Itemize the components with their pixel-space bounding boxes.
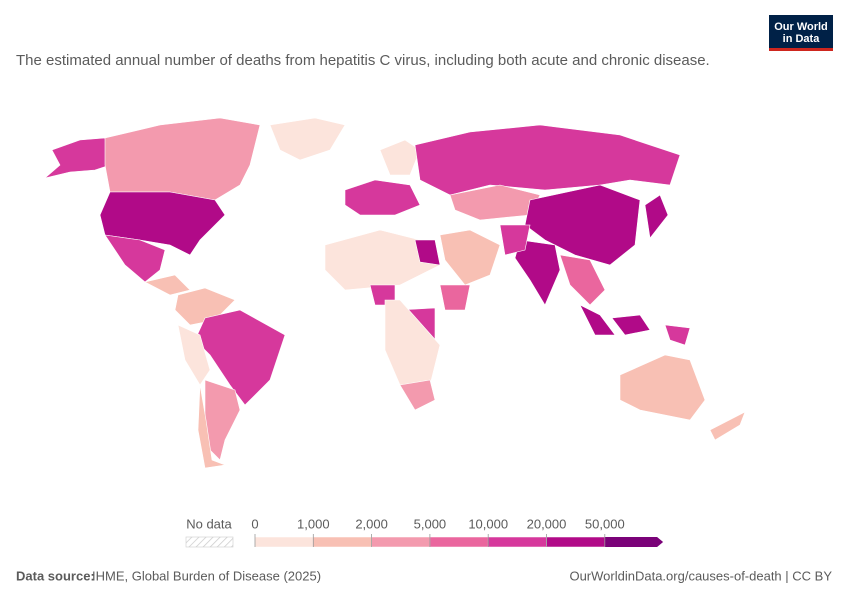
- logo-box: [769, 15, 833, 50]
- country: [44, 137, 111, 179]
- legend-bin: [604, 537, 664, 547]
- logo-bar: [769, 48, 833, 51]
- country: [399, 379, 436, 411]
- legend-tick-label: 2,000: [355, 516, 388, 531]
- country: [104, 117, 261, 201]
- legend: No data 0 1,000 2,000 5,000 10,000 20,000 50,0…: [185, 516, 664, 548]
- legend-tick-label: 1,000: [297, 516, 330, 531]
- map: [44, 117, 746, 469]
- legend-bin: [254, 536, 314, 548]
- no-data-swatch: [185, 536, 234, 548]
- country: [664, 324, 691, 346]
- country: [414, 124, 681, 196]
- legend-bin: [371, 536, 431, 548]
- country: [324, 229, 441, 291]
- logo[interactable]: Our World in Data: [769, 15, 833, 51]
- country: [619, 354, 706, 421]
- country: [579, 304, 616, 336]
- legend-bin: [487, 536, 547, 548]
- legend-bin: [546, 536, 606, 548]
- legend-tick-label: 20,000: [527, 516, 567, 531]
- country: [197, 384, 227, 469]
- country: [344, 179, 421, 216]
- country: [611, 314, 651, 336]
- legend-bin: [429, 536, 489, 548]
- logo-text: Our World: [774, 21, 828, 33]
- country: [524, 184, 641, 266]
- country: [514, 239, 561, 306]
- country: [104, 234, 166, 283]
- country: [177, 324, 211, 386]
- legend-tick-label: 5,000: [414, 516, 447, 531]
- country: [709, 411, 746, 441]
- country: [144, 274, 191, 296]
- legend-tick-label: 10,000: [468, 516, 508, 531]
- country: [644, 194, 669, 239]
- subtitle: The estimated annual number of deaths fr…: [16, 52, 710, 69]
- country: [414, 239, 441, 266]
- country: [379, 139, 421, 176]
- country: [439, 284, 471, 311]
- legend-tick-label: 50,000: [585, 516, 625, 531]
- source-label: Data source:: [16, 568, 95, 583]
- country: [559, 254, 606, 306]
- legend-tick-label: 0: [251, 516, 258, 531]
- logo-text: in Data: [783, 33, 821, 45]
- country: [269, 117, 346, 161]
- url: OurWorldinData.org/causes-of-death | CC …: [569, 568, 832, 583]
- country: [99, 191, 226, 256]
- legend-bin: [313, 536, 372, 548]
- source: IHME, Global Burden of Disease (2025): [92, 568, 321, 583]
- country: [439, 229, 501, 286]
- country: [499, 224, 531, 256]
- legend-label: No data: [186, 516, 232, 531]
